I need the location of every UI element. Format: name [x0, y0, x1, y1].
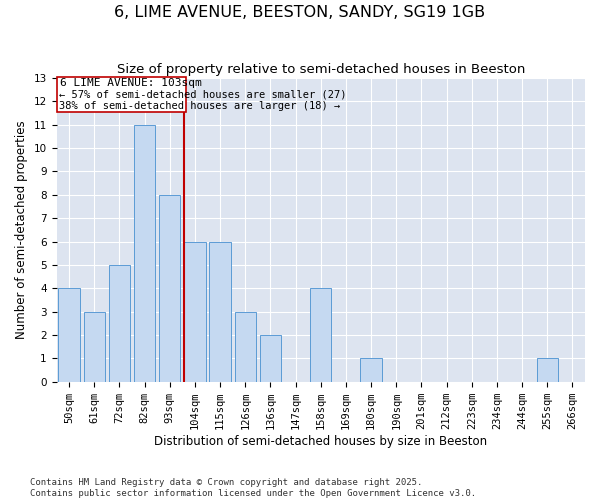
Text: ← 57% of semi-detached houses are smaller (27): ← 57% of semi-detached houses are smalle… — [59, 90, 347, 100]
Bar — [58, 288, 80, 382]
Text: 6 LIME AVENUE: 103sqm: 6 LIME AVENUE: 103sqm — [61, 78, 202, 88]
Bar — [134, 125, 155, 382]
Bar — [361, 358, 382, 382]
Text: Contains HM Land Registry data © Crown copyright and database right 2025.
Contai: Contains HM Land Registry data © Crown c… — [30, 478, 476, 498]
Text: 6, LIME AVENUE, BEESTON, SANDY, SG19 1GB: 6, LIME AVENUE, BEESTON, SANDY, SG19 1GB — [115, 5, 485, 20]
Bar — [83, 312, 105, 382]
Bar — [109, 265, 130, 382]
Bar — [310, 288, 331, 382]
Title: Size of property relative to semi-detached houses in Beeston: Size of property relative to semi-detach… — [116, 62, 525, 76]
Text: 38% of semi-detached houses are larger (18) →: 38% of semi-detached houses are larger (… — [59, 102, 340, 112]
Bar — [184, 242, 206, 382]
FancyBboxPatch shape — [56, 77, 185, 112]
Bar — [209, 242, 231, 382]
Bar — [235, 312, 256, 382]
Bar — [159, 195, 181, 382]
X-axis label: Distribution of semi-detached houses by size in Beeston: Distribution of semi-detached houses by … — [154, 434, 487, 448]
Bar — [260, 335, 281, 382]
Bar — [536, 358, 558, 382]
Y-axis label: Number of semi-detached properties: Number of semi-detached properties — [15, 120, 28, 339]
